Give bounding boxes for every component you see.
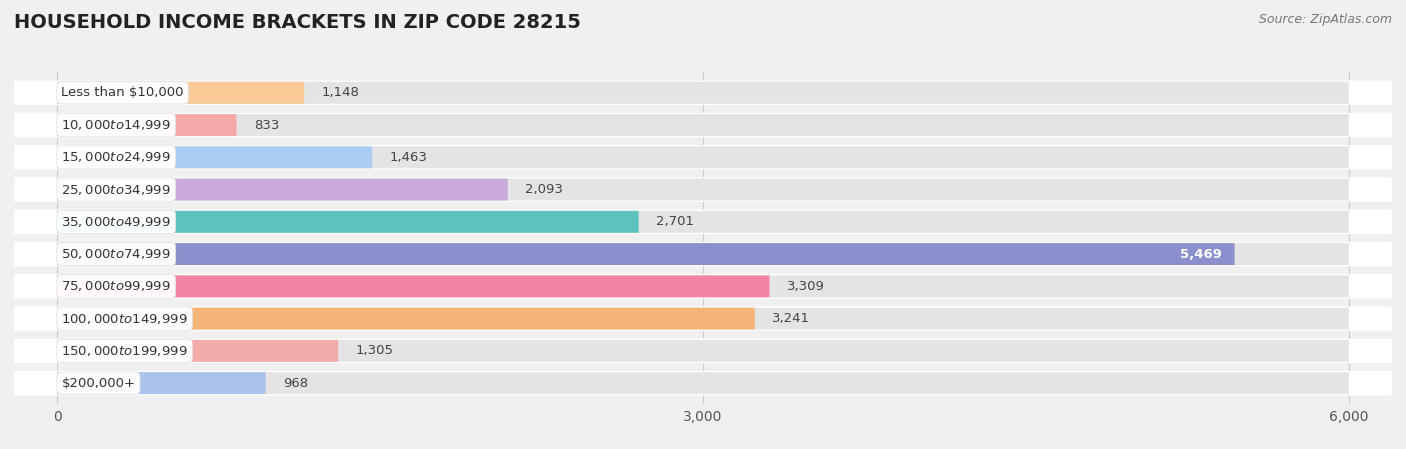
- FancyBboxPatch shape: [58, 275, 1348, 297]
- Text: $15,000 to $24,999: $15,000 to $24,999: [62, 150, 172, 164]
- FancyBboxPatch shape: [58, 211, 638, 233]
- FancyBboxPatch shape: [58, 211, 1348, 233]
- FancyBboxPatch shape: [58, 146, 373, 168]
- FancyBboxPatch shape: [14, 274, 1392, 299]
- FancyBboxPatch shape: [14, 242, 1392, 266]
- Text: Source: ZipAtlas.com: Source: ZipAtlas.com: [1258, 13, 1392, 26]
- Text: $75,000 to $99,999: $75,000 to $99,999: [62, 279, 172, 293]
- FancyBboxPatch shape: [58, 82, 304, 104]
- FancyBboxPatch shape: [58, 114, 1348, 136]
- FancyBboxPatch shape: [58, 179, 508, 201]
- FancyBboxPatch shape: [58, 372, 266, 394]
- Text: $10,000 to $14,999: $10,000 to $14,999: [62, 118, 172, 132]
- FancyBboxPatch shape: [58, 308, 755, 330]
- FancyBboxPatch shape: [14, 339, 1392, 363]
- Text: 5,469: 5,469: [1180, 247, 1222, 260]
- FancyBboxPatch shape: [14, 210, 1392, 234]
- Text: $35,000 to $49,999: $35,000 to $49,999: [62, 215, 172, 229]
- Text: Less than $10,000: Less than $10,000: [62, 86, 184, 99]
- Text: 968: 968: [283, 377, 308, 390]
- Text: $150,000 to $199,999: $150,000 to $199,999: [62, 344, 188, 358]
- Text: $200,000+: $200,000+: [62, 377, 135, 390]
- FancyBboxPatch shape: [58, 340, 337, 362]
- FancyBboxPatch shape: [58, 372, 1348, 394]
- FancyBboxPatch shape: [58, 243, 1348, 265]
- FancyBboxPatch shape: [58, 275, 769, 297]
- FancyBboxPatch shape: [14, 145, 1392, 170]
- FancyBboxPatch shape: [58, 340, 1348, 362]
- FancyBboxPatch shape: [14, 80, 1392, 105]
- FancyBboxPatch shape: [58, 179, 1348, 201]
- Text: HOUSEHOLD INCOME BRACKETS IN ZIP CODE 28215: HOUSEHOLD INCOME BRACKETS IN ZIP CODE 28…: [14, 13, 581, 32]
- Text: 3,241: 3,241: [772, 312, 810, 325]
- FancyBboxPatch shape: [14, 113, 1392, 137]
- Text: 1,305: 1,305: [356, 344, 394, 357]
- Text: $50,000 to $74,999: $50,000 to $74,999: [62, 247, 172, 261]
- Text: $25,000 to $34,999: $25,000 to $34,999: [62, 183, 172, 197]
- Text: 3,309: 3,309: [787, 280, 825, 293]
- Text: 833: 833: [253, 119, 278, 132]
- Text: $100,000 to $149,999: $100,000 to $149,999: [62, 312, 188, 326]
- FancyBboxPatch shape: [14, 177, 1392, 202]
- Text: 1,463: 1,463: [389, 151, 427, 164]
- FancyBboxPatch shape: [58, 146, 1348, 168]
- FancyBboxPatch shape: [58, 114, 236, 136]
- Text: 2,093: 2,093: [524, 183, 562, 196]
- Text: 2,701: 2,701: [655, 216, 693, 229]
- FancyBboxPatch shape: [14, 371, 1392, 396]
- FancyBboxPatch shape: [14, 306, 1392, 331]
- FancyBboxPatch shape: [58, 308, 1348, 330]
- FancyBboxPatch shape: [58, 243, 1234, 265]
- FancyBboxPatch shape: [58, 82, 1348, 104]
- Text: 1,148: 1,148: [322, 86, 360, 99]
